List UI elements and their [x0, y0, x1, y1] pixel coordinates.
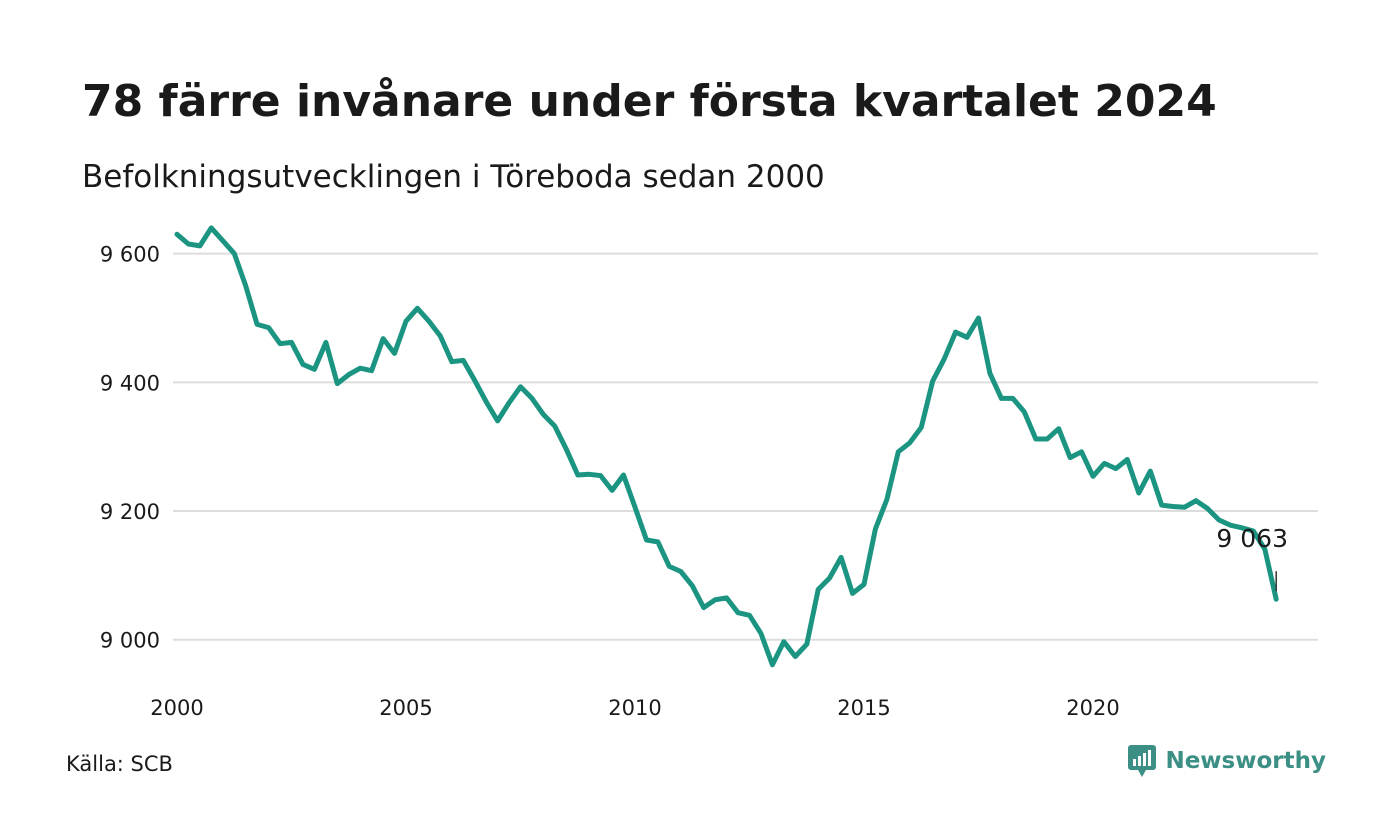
y-tick-label: 9 400	[100, 371, 160, 395]
y-axis-ticks: 9 000 9 200 9 400 9 600	[100, 243, 160, 653]
source-note: Källa: SCB	[66, 752, 173, 776]
series-line	[174, 225, 1279, 668]
x-tick-label: 2005	[379, 696, 432, 720]
brand-logo: Newsworthy	[1127, 744, 1326, 778]
line-chart: 9 000 9 200 9 400 9 600 2000 2005 2010 2015 202…	[100, 225, 1318, 720]
series-layer	[174, 225, 1279, 668]
newsworthy-logo-icon	[1128, 745, 1157, 777]
y-tick-label: 9 200	[100, 500, 160, 524]
chart-subtitle: Befolkningsutvecklingen i Töreboda sedan…	[82, 159, 825, 195]
y-tick-label: 9 600	[100, 243, 160, 267]
chart-title: 78 färre invånare under första kvartalet…	[82, 76, 1217, 127]
x-axis-ticks: 2000 2005 2010 2015 2020	[150, 696, 1119, 720]
annotation-layer: 9 063	[1216, 524, 1288, 592]
annotation-label: 9 063	[1216, 524, 1288, 553]
brand-name: Newsworthy	[1165, 748, 1326, 774]
x-tick-label: 2000	[150, 696, 203, 720]
x-tick-label: 2020	[1066, 696, 1119, 720]
gridlines	[173, 252, 1318, 641]
x-tick-label: 2015	[837, 696, 890, 720]
x-tick-label: 2010	[608, 696, 661, 720]
y-tick-label: 9 000	[100, 629, 160, 653]
